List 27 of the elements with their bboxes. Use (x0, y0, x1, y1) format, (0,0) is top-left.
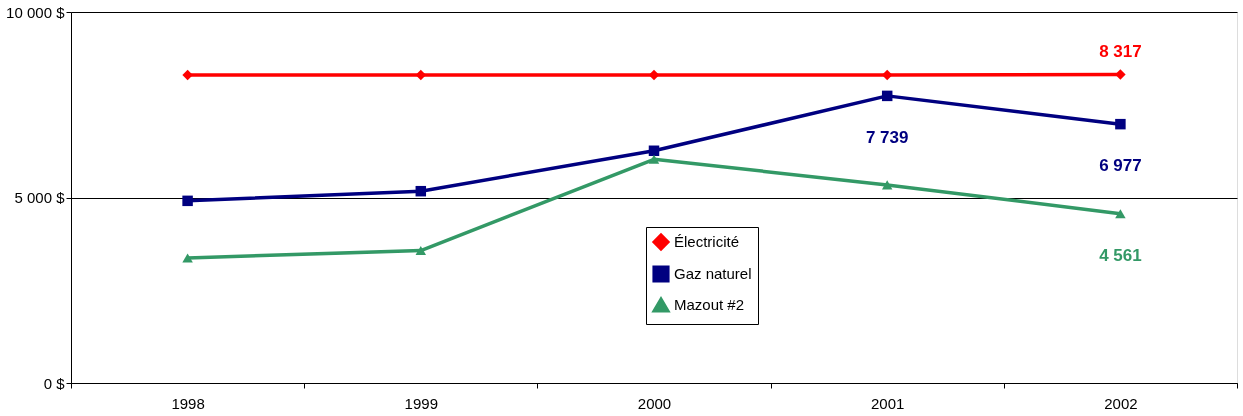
point (648, 145, 660, 156)
legend-label: Électricité (674, 233, 740, 250)
data-label: 4 561 (1099, 245, 1142, 265)
data-label: 7 739 (865, 127, 909, 147)
point (182, 69, 193, 81)
point (182, 195, 193, 207)
point (1115, 209, 1126, 219)
x-tick-label: 2000 (637, 394, 672, 412)
point (881, 90, 893, 102)
x-tick-label: 2001 (871, 394, 905, 412)
y-tick-label: 0 $ (43, 374, 66, 392)
data-label: 6 977 (1099, 156, 1142, 176)
point (182, 253, 193, 263)
point (881, 180, 893, 190)
x-tick-label: 2002 (1104, 394, 1138, 412)
legend-label: Gaz naturel (674, 265, 752, 282)
point (415, 246, 427, 256)
x-tick-label: 1998 (171, 394, 205, 412)
point (1115, 118, 1126, 130)
legend-label: Mazout #2 (674, 296, 745, 313)
point (415, 185, 427, 197)
y-tick-label: 5 000 $ (14, 189, 66, 206)
y-tick-label: 10 000 $ (6, 3, 66, 21)
x-tick-label: 1999 (404, 394, 438, 412)
point (1115, 69, 1126, 80)
point (648, 154, 660, 164)
data-label: 8 317 (1099, 42, 1142, 62)
